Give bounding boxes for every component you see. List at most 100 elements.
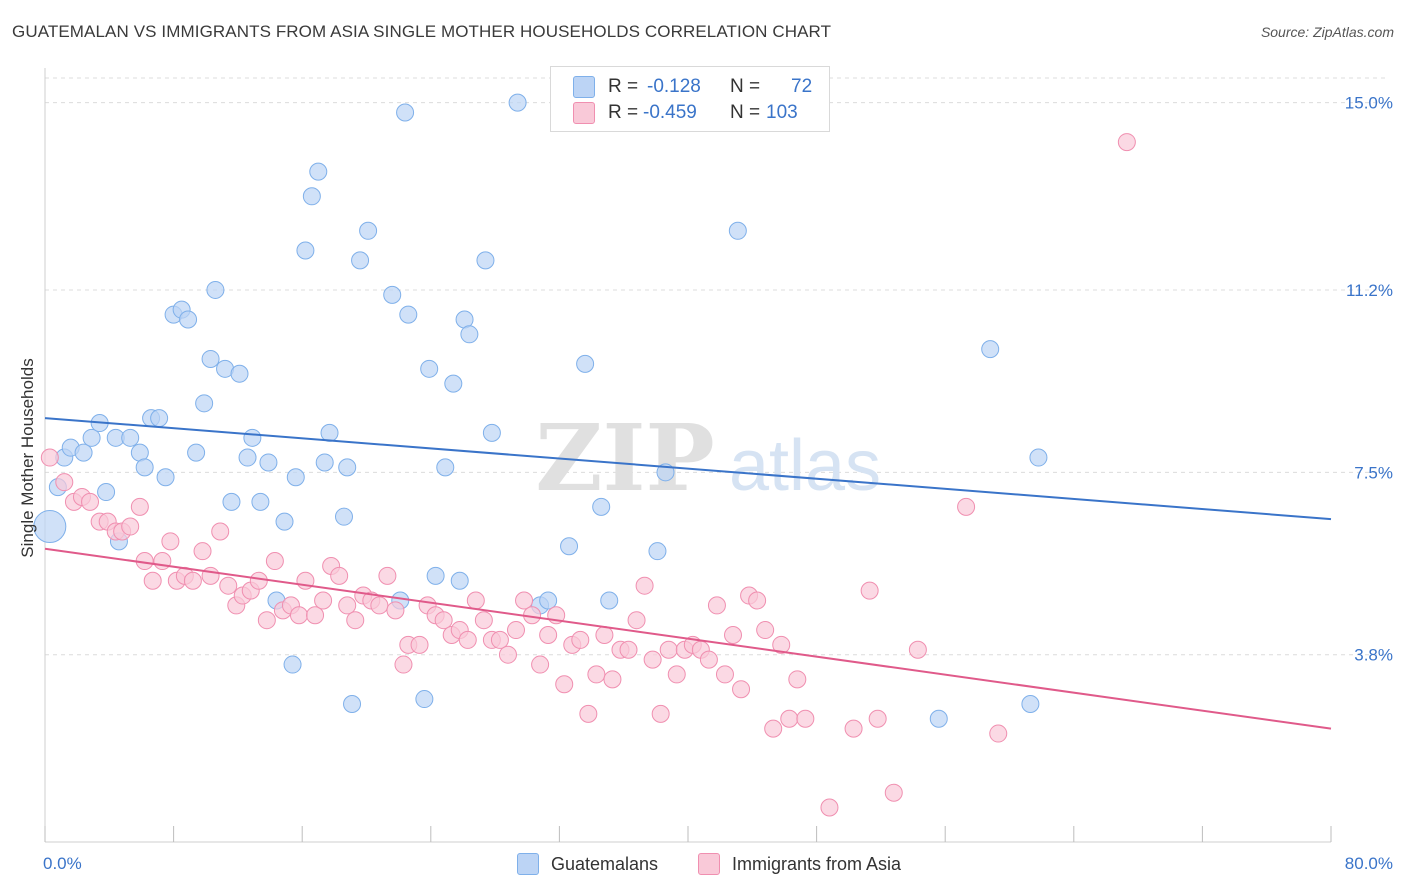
data-point bbox=[571, 630, 590, 649]
y-tick-labels: 3.8% 7.5% 11.2% 15.0% bbox=[1345, 94, 1393, 665]
data-point bbox=[600, 591, 619, 610]
watermark-atlas: atlas bbox=[729, 426, 881, 506]
data-point bbox=[539, 591, 558, 610]
y-tick-label: 7.5% bbox=[1354, 463, 1393, 482]
data-point bbox=[908, 640, 927, 659]
data-point bbox=[179, 310, 198, 329]
data-point bbox=[796, 709, 815, 728]
data-point bbox=[434, 611, 453, 630]
data-point bbox=[396, 103, 415, 122]
data-point bbox=[314, 591, 333, 610]
data-point bbox=[627, 611, 646, 630]
data-point bbox=[156, 468, 175, 487]
data-point bbox=[386, 601, 405, 620]
grid-lines bbox=[45, 77, 1386, 656]
data-point bbox=[699, 650, 718, 669]
legend-n-value: 103 bbox=[766, 102, 798, 123]
x-tick-label: 80.0% bbox=[1345, 854, 1393, 873]
data-point bbox=[82, 428, 101, 447]
data-point bbox=[929, 709, 948, 728]
legend-n-value: 72 bbox=[791, 76, 813, 97]
data-point bbox=[1117, 133, 1136, 152]
data-point bbox=[283, 655, 302, 674]
data-point bbox=[195, 394, 214, 413]
data-point bbox=[667, 665, 686, 684]
data-point bbox=[476, 251, 495, 270]
legend-item-immigrants-from-asia[interactable]: Immigrants from Asia bbox=[698, 852, 901, 876]
data-point bbox=[498, 645, 517, 664]
data-point bbox=[161, 532, 180, 551]
data-point bbox=[482, 423, 501, 442]
x-tick-label: 0.0% bbox=[43, 854, 82, 873]
data-point bbox=[378, 566, 397, 585]
legend-item-guatemalans[interactable]: Guatemalans bbox=[517, 852, 658, 876]
data-point bbox=[265, 552, 284, 571]
data-point bbox=[460, 325, 479, 344]
data-point bbox=[728, 221, 747, 240]
data-point bbox=[394, 655, 413, 674]
data-point bbox=[243, 428, 262, 447]
data-point bbox=[420, 359, 439, 378]
data-point bbox=[143, 571, 162, 590]
data-point bbox=[595, 625, 614, 644]
data-point bbox=[150, 409, 169, 428]
y-tick-label: 3.8% bbox=[1354, 646, 1393, 665]
data-point bbox=[206, 280, 225, 299]
data-point bbox=[560, 537, 579, 556]
legend-swatch-immigrants-from-asia bbox=[573, 102, 595, 124]
data-point bbox=[748, 591, 767, 610]
data-point bbox=[648, 542, 667, 561]
data-point bbox=[259, 453, 278, 472]
data-point bbox=[289, 606, 308, 625]
data-point bbox=[651, 704, 670, 723]
data-point bbox=[383, 285, 402, 304]
data-point bbox=[436, 458, 455, 477]
data-point bbox=[884, 783, 903, 802]
data-point bbox=[555, 675, 574, 694]
legend-label-guatemalans: Guatemalans bbox=[551, 853, 659, 874]
data-point bbox=[302, 187, 321, 206]
data-point bbox=[764, 719, 783, 738]
data-point bbox=[399, 305, 418, 324]
data-point bbox=[351, 251, 370, 270]
data-point bbox=[296, 241, 315, 260]
data-point bbox=[55, 473, 74, 492]
data-point bbox=[309, 162, 328, 181]
data-point bbox=[334, 507, 353, 526]
data-point bbox=[576, 354, 595, 373]
data-point bbox=[346, 611, 365, 630]
legend-r-label: R = bbox=[608, 102, 639, 123]
data-point bbox=[222, 492, 241, 511]
data-point bbox=[643, 650, 662, 669]
data-point bbox=[410, 635, 429, 654]
data-point bbox=[275, 512, 294, 531]
data-point bbox=[40, 448, 59, 467]
data-point bbox=[715, 665, 734, 684]
data-point bbox=[981, 340, 1000, 359]
data-point bbox=[780, 709, 799, 728]
correlation-legend: R = -0.128 N = 72 R = -0.459 N = 103 bbox=[550, 66, 830, 132]
data-point bbox=[320, 423, 339, 442]
data-point bbox=[756, 621, 775, 640]
data-point bbox=[359, 221, 378, 240]
data-point bbox=[531, 655, 550, 674]
trend-lines bbox=[44, 417, 1332, 730]
data-point bbox=[788, 670, 807, 689]
watermark: ZIP atlas bbox=[535, 404, 881, 512]
data-point bbox=[724, 625, 743, 644]
data-point bbox=[868, 709, 887, 728]
data-point bbox=[153, 552, 172, 571]
series-immigrants-from-asia bbox=[40, 133, 1136, 817]
y-tick-label: 11.2% bbox=[1346, 281, 1393, 300]
data-point bbox=[466, 591, 485, 610]
data-point bbox=[121, 428, 140, 447]
data-point bbox=[201, 566, 220, 585]
data-point bbox=[121, 517, 140, 536]
legend-label-immigrants-from-asia: Immigrants from Asia bbox=[732, 853, 902, 874]
data-point bbox=[515, 591, 534, 610]
data-point bbox=[211, 522, 230, 541]
data-point bbox=[370, 596, 389, 615]
data-point bbox=[1029, 448, 1048, 467]
legend-swatch-guatemalans bbox=[573, 76, 595, 98]
series-legend: Guatemalans Immigrants from Asia bbox=[0, 850, 1406, 878]
